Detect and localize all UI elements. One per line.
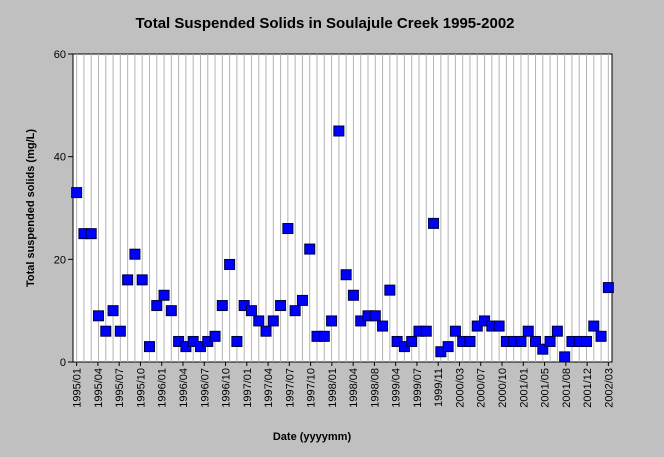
x-tick-label: 1996/01	[157, 368, 169, 408]
data-point	[464, 335, 476, 347]
x-axis-label: Date (yyyymm)	[273, 431, 352, 443]
data-point	[551, 325, 563, 337]
data-point	[92, 310, 104, 322]
data-point	[377, 320, 389, 332]
y-axis-label: Total suspended solids (mg/L)	[25, 129, 37, 287]
x-tick-label: 1996/04	[178, 368, 190, 408]
data-point	[559, 351, 571, 363]
data-point	[595, 330, 607, 342]
data-point	[602, 282, 614, 294]
x-tick-label: 2001/08	[561, 368, 573, 408]
data-point	[384, 284, 396, 296]
data-point	[406, 335, 418, 347]
x-tick-label: 2001/12	[582, 368, 594, 408]
data-point	[129, 248, 141, 260]
data-point	[158, 289, 170, 301]
plot-area	[72, 53, 613, 363]
data-point	[114, 325, 126, 337]
data-point	[530, 335, 542, 347]
x-tick-label: 1997/04	[263, 368, 275, 408]
data-point	[267, 315, 279, 327]
x-tick-label: 1998/08	[369, 368, 381, 408]
y-tick-label: 20	[54, 254, 66, 266]
data-point	[515, 335, 527, 347]
data-point	[449, 325, 461, 337]
data-point	[107, 305, 119, 317]
data-point	[85, 228, 97, 240]
x-tick-label: 1995/07	[114, 368, 126, 408]
data-point	[136, 274, 148, 286]
data-point	[151, 300, 163, 312]
data-point	[216, 300, 228, 312]
data-point	[289, 305, 301, 317]
data-point	[326, 315, 338, 327]
x-tick-label: 1995/04	[93, 368, 105, 408]
x-tick-label: 1996/07	[199, 368, 211, 408]
data-point	[428, 217, 440, 229]
x-tick-label: 2002/03	[603, 368, 615, 408]
data-point	[231, 335, 243, 347]
data-point	[347, 289, 359, 301]
x-tick-label: 1995/10	[135, 368, 147, 408]
data-point	[143, 341, 155, 353]
x-tick-label: 2000/03	[454, 368, 466, 408]
x-tick-label: 1996/10	[221, 368, 233, 408]
data-point	[296, 294, 308, 306]
x-tick-label: 1999/04	[391, 368, 403, 408]
data-point	[71, 187, 83, 199]
y-tick-label: 0	[60, 357, 66, 369]
axes: 0 20 40 60 1995/01 1995/04 1995/07 1995/10 1996/…	[54, 49, 616, 408]
x-tick-label: 1999/11	[433, 368, 445, 407]
data-point	[304, 243, 316, 255]
data-point	[442, 341, 454, 353]
data-point	[318, 330, 330, 342]
x-tick-label: 1997/01	[242, 368, 254, 408]
x-tick-label: 2000/10	[497, 368, 509, 408]
x-tick-label: 2001/01	[518, 368, 530, 408]
data-point	[588, 320, 600, 332]
data-point	[275, 300, 287, 312]
data-point	[581, 335, 593, 347]
data-points	[71, 125, 614, 363]
data-point	[544, 335, 556, 347]
data-point	[333, 125, 345, 137]
data-point	[253, 315, 265, 327]
x-tick-label: 1995/01	[72, 368, 84, 408]
data-point	[493, 320, 505, 332]
chart-title: Total Suspended Solids in Soulajule Cree…	[135, 15, 514, 32]
x-tick-label: 2001/05	[540, 368, 552, 408]
x-tick-label: 1999/07	[412, 368, 424, 408]
data-point	[537, 343, 549, 355]
y-tick-label: 40	[54, 152, 66, 164]
data-point	[282, 223, 294, 235]
data-point	[122, 274, 134, 286]
data-point	[100, 325, 112, 337]
y-tick-label: 60	[54, 49, 66, 61]
data-point	[260, 325, 272, 337]
data-point	[165, 305, 177, 317]
x-tick-label: 2000/07	[476, 368, 488, 408]
data-point	[340, 269, 352, 281]
data-point	[224, 258, 236, 270]
x-tick-label: 1998/01	[327, 368, 339, 408]
data-point	[369, 310, 381, 322]
data-point	[420, 325, 432, 337]
x-tick-label: 1997/10	[306, 368, 318, 408]
data-point	[209, 330, 221, 342]
data-point	[522, 325, 534, 337]
data-point	[245, 305, 257, 317]
x-tick-label: 1998/04	[348, 368, 360, 408]
x-tick-label: 1997/07	[284, 368, 296, 408]
